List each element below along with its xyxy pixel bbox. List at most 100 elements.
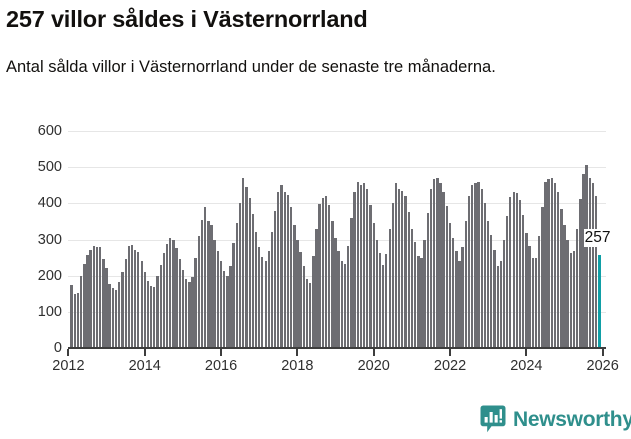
bar[interactable] xyxy=(162,253,165,348)
bar[interactable] xyxy=(264,261,267,348)
bar[interactable] xyxy=(213,239,216,348)
bar[interactable] xyxy=(528,246,531,348)
bar[interactable] xyxy=(194,257,197,348)
bar[interactable] xyxy=(134,249,137,348)
bar[interactable] xyxy=(382,264,385,348)
bar[interactable] xyxy=(490,235,493,348)
bar[interactable] xyxy=(280,184,283,348)
bar[interactable] xyxy=(251,214,254,348)
bar[interactable] xyxy=(245,187,248,348)
bar[interactable] xyxy=(267,251,270,348)
bar[interactable] xyxy=(572,251,576,348)
bar[interactable] xyxy=(582,174,585,348)
bar[interactable] xyxy=(334,237,337,348)
bar[interactable] xyxy=(258,246,261,348)
bar[interactable] xyxy=(312,255,315,348)
bar[interactable] xyxy=(385,253,388,348)
bar[interactable] xyxy=(261,256,264,348)
bar[interactable] xyxy=(89,249,92,348)
bar[interactable] xyxy=(121,272,124,348)
bar[interactable] xyxy=(417,255,420,348)
bar[interactable] xyxy=(203,206,207,348)
bar[interactable] xyxy=(184,279,188,348)
bar[interactable] xyxy=(591,183,595,348)
bar[interactable] xyxy=(394,183,397,348)
bar[interactable] xyxy=(197,235,201,348)
bar[interactable] xyxy=(156,275,159,348)
bar[interactable] xyxy=(73,293,77,348)
bar[interactable] xyxy=(350,217,353,348)
bar[interactable] xyxy=(175,248,178,348)
bar[interactable] xyxy=(118,282,121,348)
bar[interactable] xyxy=(420,257,423,348)
bar[interactable] xyxy=(455,251,458,348)
bar[interactable] xyxy=(343,264,347,348)
bar[interactable] xyxy=(337,251,340,348)
bar[interactable] xyxy=(579,199,582,348)
bar[interactable] xyxy=(432,178,436,348)
bar[interactable] xyxy=(178,259,182,348)
bar[interactable] xyxy=(79,275,83,348)
bar[interactable] xyxy=(222,271,226,348)
bar[interactable] xyxy=(188,282,191,348)
bar[interactable] xyxy=(563,225,566,348)
bar[interactable] xyxy=(518,199,522,348)
bar[interactable] xyxy=(137,251,140,348)
bar[interactable] xyxy=(448,223,452,348)
bar[interactable] xyxy=(248,197,251,348)
bar[interactable] xyxy=(293,225,296,348)
bar[interactable] xyxy=(407,212,410,348)
bar[interactable] xyxy=(493,249,496,348)
bar[interactable] xyxy=(308,282,312,348)
bar[interactable] xyxy=(439,183,442,348)
bar[interactable] xyxy=(474,183,477,348)
bar[interactable] xyxy=(379,253,382,348)
bar[interactable] xyxy=(566,239,569,348)
bar[interactable] xyxy=(556,192,560,348)
bar[interactable] xyxy=(299,252,302,348)
bar[interactable] xyxy=(305,279,309,348)
bar[interactable] xyxy=(140,261,143,348)
bar[interactable] xyxy=(503,239,506,348)
bar[interactable] xyxy=(150,285,153,348)
bar[interactable] xyxy=(467,196,471,348)
bar[interactable] xyxy=(274,210,277,348)
bar[interactable] xyxy=(464,221,468,348)
bar[interactable] xyxy=(216,251,220,348)
bar[interactable] xyxy=(283,192,286,348)
bar[interactable] xyxy=(143,272,146,348)
bar[interactable] xyxy=(181,270,185,348)
bar[interactable] xyxy=(98,246,102,348)
bar[interactable] xyxy=(550,178,554,348)
bar[interactable] xyxy=(451,237,455,348)
bar[interactable] xyxy=(165,243,169,348)
bar[interactable] xyxy=(442,191,445,348)
bar[interactable] xyxy=(200,219,204,348)
bar[interactable] xyxy=(544,182,547,348)
bar[interactable] xyxy=(255,232,258,348)
bar[interactable] xyxy=(391,203,394,348)
bar[interactable] xyxy=(537,235,541,348)
bar[interactable] xyxy=(388,228,391,348)
bar[interactable] xyxy=(458,261,461,348)
bar[interactable] xyxy=(509,196,512,348)
bar[interactable] xyxy=(506,216,509,348)
bar[interactable] xyxy=(70,284,73,348)
bar[interactable] xyxy=(124,258,127,348)
bar[interactable] xyxy=(461,246,464,348)
bar[interactable] xyxy=(318,204,321,348)
bar[interactable] xyxy=(169,237,172,348)
bar[interactable] xyxy=(404,196,407,348)
bar[interactable] xyxy=(159,264,162,348)
bar[interactable] xyxy=(547,178,550,348)
bar[interactable] xyxy=(410,228,414,348)
bar[interactable] xyxy=(398,188,401,348)
bar[interactable] xyxy=(321,197,325,348)
bar[interactable] xyxy=(359,185,363,348)
bar[interactable] xyxy=(127,246,130,348)
bar[interactable] xyxy=(356,181,359,348)
bar[interactable] xyxy=(111,288,115,348)
bar[interactable] xyxy=(238,203,242,348)
bar[interactable] xyxy=(327,205,331,348)
bar[interactable] xyxy=(219,261,223,348)
